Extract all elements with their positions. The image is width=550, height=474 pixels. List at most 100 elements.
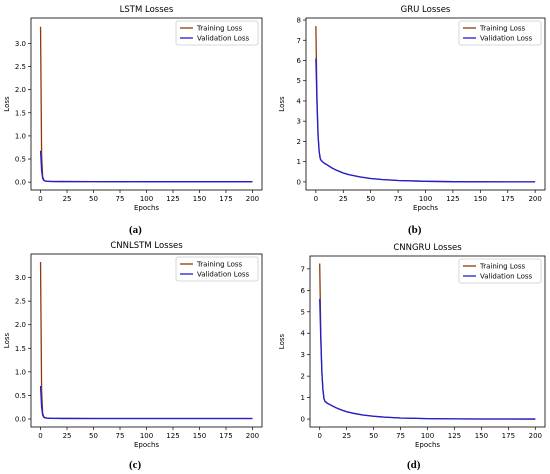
y-tick-label: 6 — [301, 287, 306, 295]
legend-label: Training Loss — [479, 25, 526, 33]
x-tick-label: 125 — [446, 195, 459, 203]
x-tick-label: 0 — [317, 432, 321, 440]
legend-label: Training Loss — [196, 25, 243, 33]
legend-label: Training Loss — [196, 261, 243, 269]
y-tick-label: 2.0 — [15, 86, 26, 94]
x-tick-label: 175 — [219, 195, 232, 203]
y-axis-label: Loss — [3, 332, 11, 348]
series-line-validation — [39, 150, 253, 183]
chart-panel-gru: GRU Losses 0 25 50 75 100 125 150 175 200 0 1 2 3 4 5 6 7… — [275, 0, 550, 237]
series-line-validation — [315, 58, 536, 183]
x-tick-label: 150 — [193, 432, 206, 440]
x-tick-label: 75 — [116, 432, 125, 440]
x-tick-label: 150 — [475, 432, 488, 440]
x-tick-label: 0 — [38, 195, 42, 203]
chart-panel-cnngru: CNNGRU Losses 0 25 50 75 100 125 150 175 200 0 1 2 3 4… — [275, 237, 550, 474]
chart-svg-cnnlstm: CNNLSTM Losses 0 25 50 75 100 125 150 175 200 0.0 0… — [3, 241, 263, 449]
x-tick-label: 125 — [166, 432, 179, 440]
x-tick-label: 25 — [63, 195, 72, 203]
x-tick-label: 100 — [140, 195, 153, 203]
series-line-training — [315, 26, 536, 183]
legend-label: Validation Loss — [480, 273, 532, 281]
caption-b: (b) — [408, 224, 422, 236]
y-tick-label: 0.5 — [15, 156, 26, 164]
x-tick-label: 175 — [501, 195, 514, 203]
chart-panel-cnnlstm: CNNLSTM Losses 0 25 50 75 100 125 150 175 200 0.0 0… — [0, 237, 275, 474]
x-axis-label: Epochs — [134, 204, 159, 212]
y-tick-label: 6 — [297, 57, 302, 65]
y-tick-label: 0.0 — [15, 415, 26, 423]
caption-d: (d) — [407, 459, 421, 471]
y-tick-label: 0 — [297, 178, 301, 186]
legend-label: Training Loss — [479, 263, 526, 271]
y-tick-label: 1.5 — [15, 109, 26, 117]
legend-box — [175, 20, 259, 46]
y-tick-label: 3 — [301, 351, 305, 359]
series-line-training — [39, 262, 253, 420]
series-line-validation — [319, 298, 536, 420]
chart-title: GRU Losses — [401, 5, 451, 15]
y-tick-label: 5 — [301, 308, 305, 316]
x-tick-label: 50 — [89, 432, 98, 440]
y-tick-label: 2 — [297, 138, 301, 146]
x-axis-label: Epochs — [134, 441, 159, 449]
x-tick-label: 150 — [193, 195, 206, 203]
y-tick-label: 0.5 — [15, 392, 26, 400]
chart-svg-lstm: LSTM Losses 0 25 50 75 100 125 150 175 200 0.0 0.5 1… — [3, 5, 263, 212]
y-tick-label: 2 — [301, 373, 305, 381]
y-tick-label: 0.0 — [15, 179, 26, 187]
y-tick-label: 5 — [297, 77, 301, 85]
x-tick-label: 75 — [396, 432, 405, 440]
x-tick-label: 75 — [394, 195, 403, 203]
chart-title: LSTM Losses — [120, 5, 174, 15]
y-tick-label: 3 — [297, 118, 301, 126]
x-tick-label: 100 — [421, 432, 434, 440]
y-tick-label: 0 — [301, 416, 305, 424]
y-tick-label: 4 — [297, 97, 302, 105]
y-tick-label: 4 — [301, 330, 306, 338]
x-tick-label: 0 — [314, 195, 318, 203]
y-tick-label: 2.0 — [15, 321, 26, 329]
legend-box — [458, 258, 542, 284]
x-tick-label: 175 — [502, 432, 515, 440]
chart-svg-gru: GRU Losses 0 25 50 75 100 125 150 175 200 0 1 2 3 4 5 6 7… — [278, 5, 546, 212]
y-axis-label: Loss — [278, 333, 286, 349]
x-tick-label: 50 — [369, 432, 378, 440]
legend-label: Validation Loss — [480, 35, 532, 43]
series-line-training — [39, 26, 253, 183]
x-axis-label: Epochs — [413, 204, 438, 212]
legend-box — [458, 20, 542, 46]
x-tick-label: 150 — [474, 195, 487, 203]
chart-title: CNNGRU Losses — [393, 243, 462, 253]
x-tick-label: 200 — [528, 195, 541, 203]
y-tick-label: 1.0 — [15, 368, 26, 376]
y-tick-label: 1 — [301, 394, 305, 402]
x-tick-label: 75 — [116, 195, 125, 203]
y-tick-label: 1.5 — [15, 345, 26, 353]
series-line-validation — [39, 385, 253, 420]
x-tick-label: 125 — [448, 432, 461, 440]
chart-panel-lstm: LSTM Losses 0 25 50 75 100 125 150 175 200 0.0 0.5 1… — [0, 0, 275, 237]
x-tick-label: 50 — [366, 195, 375, 203]
legend-label: Validation Loss — [197, 271, 249, 279]
caption-a: (a) — [129, 224, 142, 236]
x-tick-label: 50 — [89, 195, 98, 203]
x-axis-label: Epochs — [415, 441, 440, 449]
x-tick-label: 25 — [339, 195, 348, 203]
x-tick-label: 100 — [140, 432, 153, 440]
x-tick-label: 175 — [219, 432, 232, 440]
x-tick-label: 25 — [63, 432, 72, 440]
series-line-training — [319, 263, 536, 420]
chart-title: CNNLSTM Losses — [110, 241, 183, 251]
y-tick-label: 3.0 — [15, 40, 26, 48]
y-tick-label: 2.5 — [15, 298, 26, 306]
y-tick-label: 8 — [297, 17, 301, 25]
y-axis-label: Loss — [3, 96, 11, 112]
legend-label: Validation Loss — [197, 35, 249, 43]
legend-box — [175, 256, 259, 282]
y-tick-label: 1 — [297, 158, 301, 166]
x-tick-label: 200 — [246, 432, 259, 440]
x-tick-label: 100 — [419, 195, 432, 203]
y-tick-label: 3.0 — [15, 274, 26, 282]
